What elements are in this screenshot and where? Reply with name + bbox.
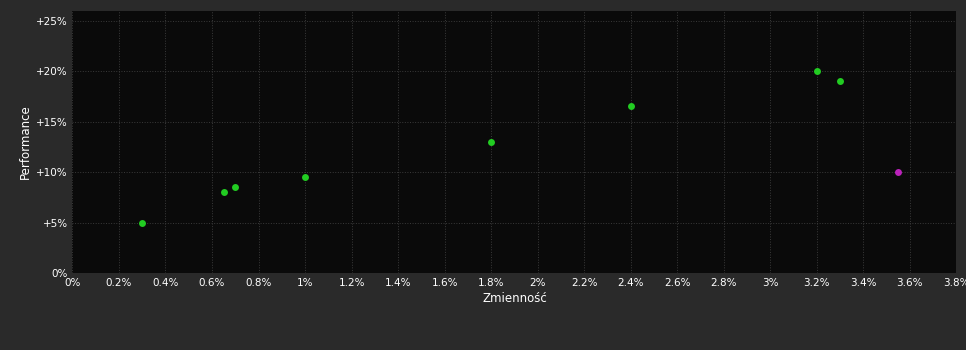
Point [216,189,232,195]
Point [298,174,313,180]
Point [134,220,150,225]
Point [623,104,639,109]
Point [228,184,243,190]
Point [891,169,906,175]
Point [833,78,848,84]
Y-axis label: Performance: Performance [18,104,32,179]
Point [483,139,498,145]
X-axis label: Zmienność: Zmienność [482,292,547,305]
Point [810,68,825,74]
